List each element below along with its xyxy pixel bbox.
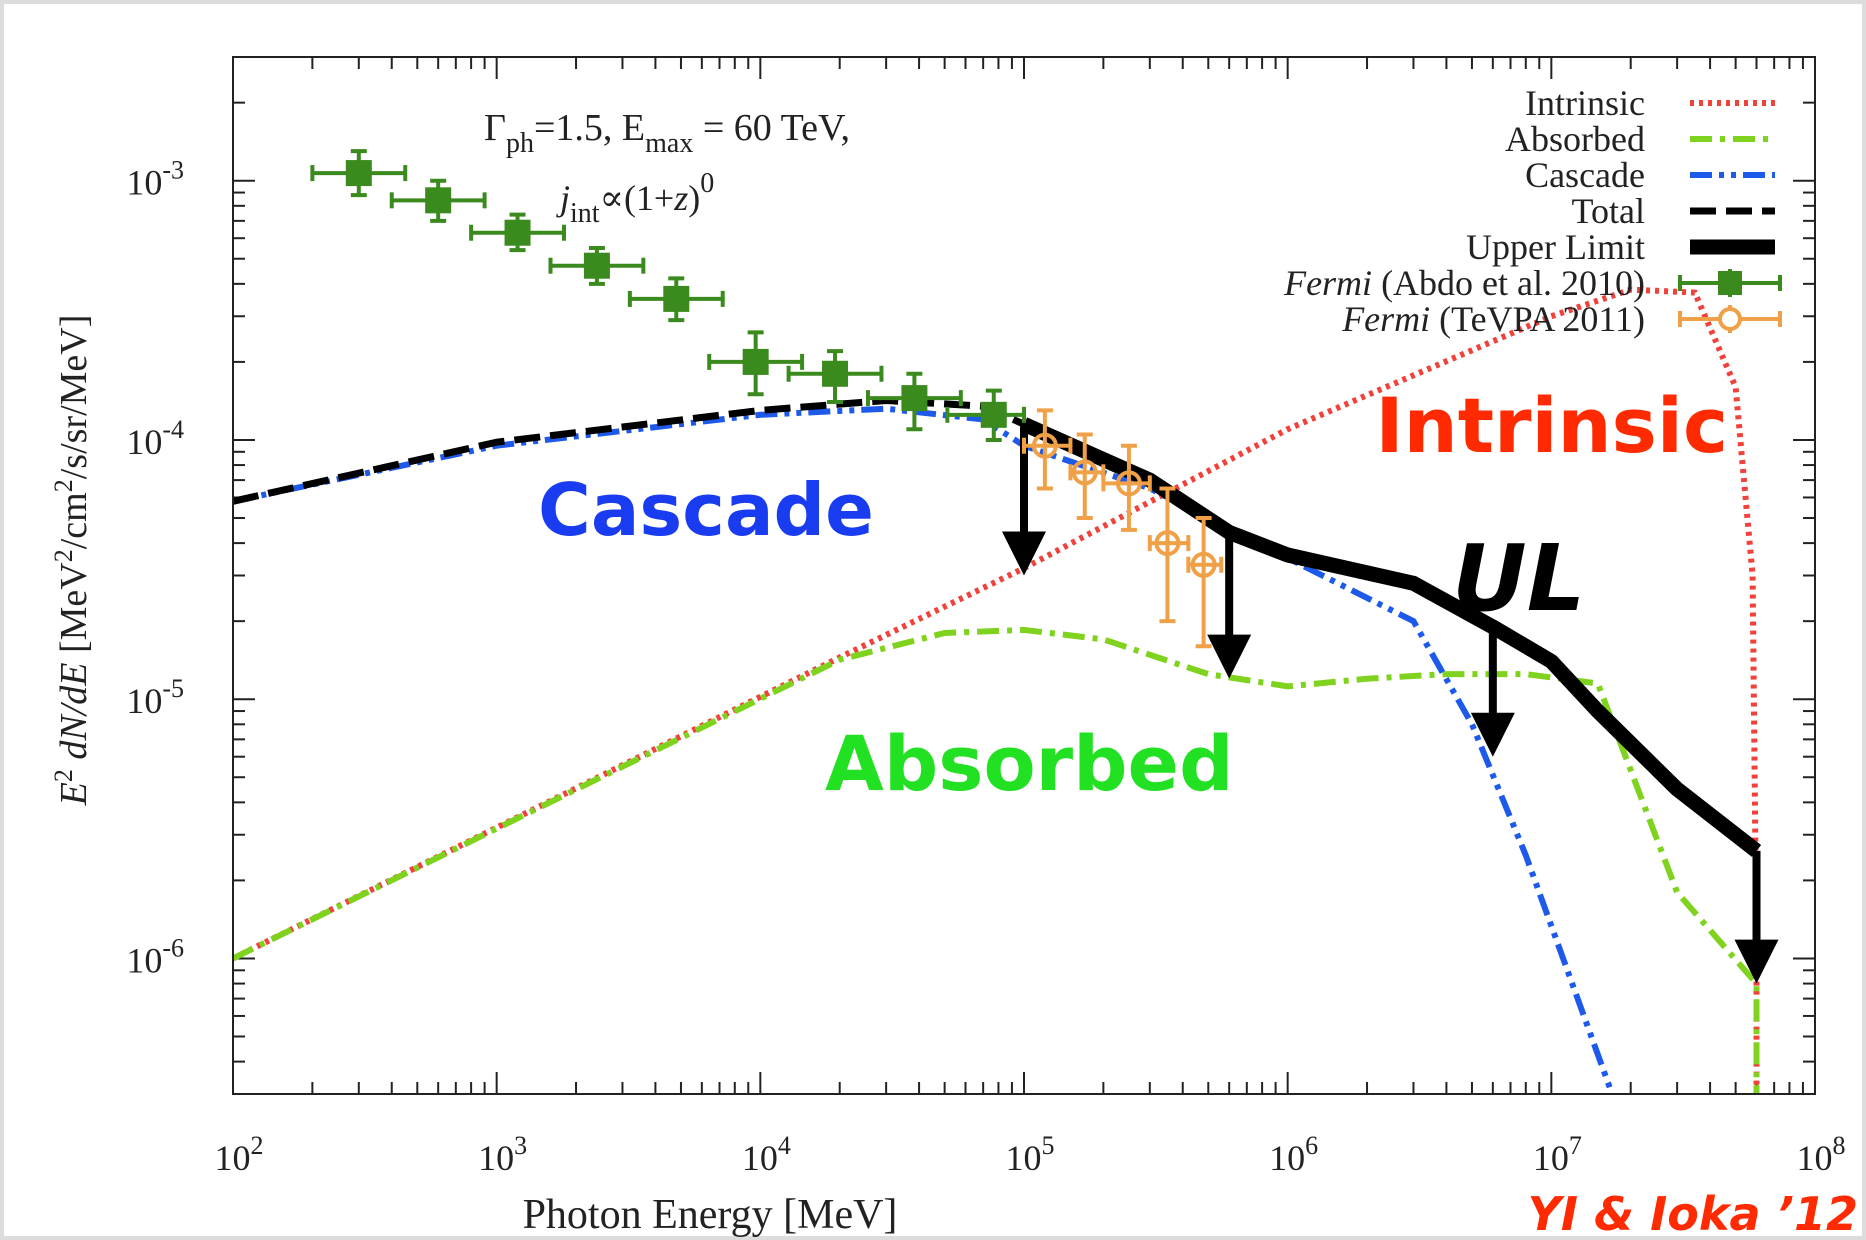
x-tick-label: 104 <box>742 1131 791 1178</box>
tick-labels: 102 103 104 105 106 107 108 10-3 10-4 10-5 10-6 <box>126 156 1845 1178</box>
data-point-fermi-tevpa-2011 <box>1071 459 1098 486</box>
series-intrinsic <box>231 286 1760 1094</box>
data-point-fermi-abdo-et-al-2010 <box>583 252 610 279</box>
legend-label: Cascade <box>1525 155 1645 195</box>
data-point-fermi-abdo-et-al-2010 <box>742 348 769 375</box>
upper-limit-arrowhead <box>1734 939 1779 984</box>
data-point-fermi-tevpa-2011 <box>1031 432 1058 459</box>
annotation-line-1: Γph=1.5, Emax = 60 TeV, <box>484 107 850 159</box>
legend-marker <box>1718 271 1742 295</box>
upper-limit-arrowhead <box>1207 634 1252 679</box>
data-point-fermi-abdo-et-al-2010 <box>980 401 1007 428</box>
data-points <box>310 149 1224 649</box>
legend-label: Fermi (TeVPA 2011) <box>1341 299 1645 339</box>
legend-item-cascade: Cascade <box>1525 155 1775 195</box>
x-axis-label: Photon Energy [MeV] <box>523 1192 898 1238</box>
data-point-fermi-abdo-et-al-2010 <box>901 385 928 412</box>
x-tick-label: 108 <box>1797 1131 1846 1178</box>
data-point-fermi-abdo-et-al-2010 <box>504 219 531 246</box>
x-tick-label: 103 <box>478 1131 527 1178</box>
annotation-line-2: jint∝(1+z)0 <box>556 168 714 229</box>
data-point-fermi-abdo-et-al-2010 <box>425 187 452 214</box>
data-point-fermi-abdo-et-al-2010 <box>663 285 690 312</box>
legend-item-absorbed: Absorbed <box>1505 119 1775 159</box>
data-point-fermi-tevpa-2011 <box>1115 470 1142 497</box>
overlay-label-absorbed: Absorbed <box>825 719 1234 808</box>
credit-label: YI & Ioka ’12 <box>1528 1187 1858 1240</box>
data-point-fermi-abdo-et-al-2010 <box>345 160 372 187</box>
legend-item-total: Total <box>1572 191 1775 231</box>
axis-ticks <box>232 56 1816 1095</box>
series-absorbed <box>231 626 1760 1094</box>
y-tick-label: 10-5 <box>126 674 184 721</box>
x-tick-label: 105 <box>1006 1131 1055 1178</box>
legend-label: Absorbed <box>1505 119 1645 159</box>
legend-item-upper-limit: Upper Limit <box>1466 227 1775 267</box>
upper-limit-arrows <box>1002 424 1779 984</box>
legend-item-intrinsic: Intrinsic <box>1525 83 1775 123</box>
series-upper-limit <box>1020 417 1762 857</box>
legend-label: Intrinsic <box>1525 83 1645 123</box>
x-tick-label: 107 <box>1533 1131 1582 1178</box>
legend-label: Fermi (Abdo et al. 2010) <box>1283 263 1645 303</box>
overlay-labels: Intrinsic Cascade UL Absorbed YI & Ioka ’12 <box>538 381 1858 1240</box>
data-point-fermi-tevpa-2011 <box>1154 530 1181 557</box>
plot-area-border <box>232 56 1816 1095</box>
data-point-fermi-tevpa-2011 <box>1190 551 1217 578</box>
overlay-label-cascade: Cascade <box>538 468 874 552</box>
x-tick-label: 106 <box>1269 1131 1318 1178</box>
legend-label: Total <box>1572 191 1645 231</box>
overlay-label-intrinsic: Intrinsic <box>1375 381 1728 470</box>
y-axis-label: E2 dN/dE [MeV2/cm2/s/sr/MeV] <box>49 315 95 807</box>
y-tick-label: 10-3 <box>126 156 184 203</box>
x-tick-label: 102 <box>215 1131 264 1178</box>
legend-item-fermi-abdo-et-al-2010: Fermi (Abdo et al. 2010) <box>1283 263 1782 303</box>
upper-limit-arrowhead <box>1470 712 1515 757</box>
slide-frame <box>4 4 1862 1236</box>
legend-label: Upper Limit <box>1466 227 1645 267</box>
y-tick-label: 10-4 <box>126 415 184 462</box>
legend-marker <box>1718 307 1742 331</box>
y-tick-label: 10-6 <box>126 933 184 980</box>
upper-limit-arrowhead <box>1002 531 1046 576</box>
series-cascade <box>232 405 1615 1096</box>
legend-item-fermi-tevpa-2011: Fermi (TeVPA 2011) <box>1341 299 1782 339</box>
data-point-fermi-abdo-et-al-2010 <box>822 360 849 387</box>
overlay-label-ul: UL <box>1452 525 1585 632</box>
